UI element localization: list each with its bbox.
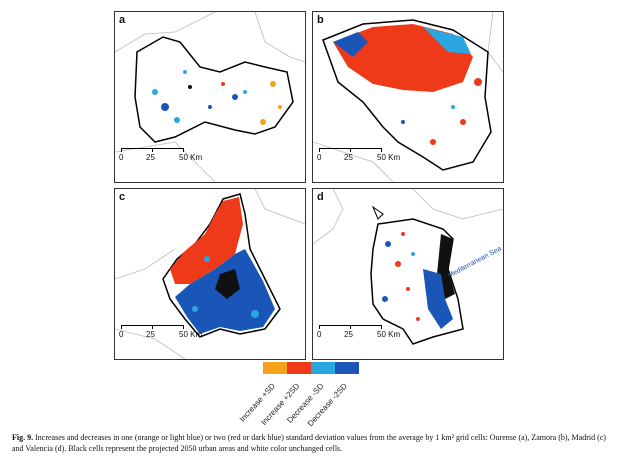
madrid-changes xyxy=(170,197,275,334)
scale-bar-c: 0 25 50 Km xyxy=(119,325,203,343)
panel-label-d: d xyxy=(317,191,324,203)
panel-label-c: c xyxy=(119,191,126,203)
map-panel-valencia: d Mediterranean Sea 0 25 50 Km xyxy=(312,188,504,360)
valencia-map xyxy=(313,189,503,345)
scale-0: 0 xyxy=(317,330,322,339)
figure-number: Fig. 9. xyxy=(12,433,34,442)
ourense-changes xyxy=(152,70,282,125)
scale-0: 0 xyxy=(317,153,322,162)
caption-text: Increases and decreases in one (orange o… xyxy=(12,433,606,453)
scale-0: 0 xyxy=(119,153,124,162)
legend-swatch-increase-sd xyxy=(263,362,287,374)
legend-swatch-decrease-2sd xyxy=(335,362,359,374)
map-panel-ourense: a 0 25 50 Km xyxy=(114,11,306,183)
panel-label-a: a xyxy=(119,14,126,26)
map-panel-madrid: c 0 25 50 Km xyxy=(114,188,306,360)
legend-swatch-increase-2sd xyxy=(287,362,311,374)
scale-bar-d: 0 25 50 Km xyxy=(317,325,401,343)
scale-bar-a: 0 25 50 Km xyxy=(119,148,203,166)
scale-50: 50 Km xyxy=(179,153,203,162)
scale-bar-b: 0 25 50 Km xyxy=(317,148,401,166)
ourense-map xyxy=(115,12,305,182)
scale-25: 25 xyxy=(344,330,353,339)
scale-50: 50 Km xyxy=(179,330,203,339)
valencia-changes xyxy=(382,232,455,329)
scale-50: 50 Km xyxy=(377,153,401,162)
figure-caption: Fig. 9. Increases and decreases in one (… xyxy=(12,432,612,454)
map-panel-zamora: b 0 25 50 Km xyxy=(312,11,504,183)
scale-25: 25 xyxy=(146,153,155,162)
zamora-changes xyxy=(333,24,482,145)
scale-25: 25 xyxy=(146,330,155,339)
zamora-map xyxy=(313,12,503,182)
scale-0: 0 xyxy=(119,330,124,339)
madrid-map xyxy=(115,189,305,359)
panel-label-b: b xyxy=(317,14,324,26)
legend-swatch-decrease-sd xyxy=(311,362,335,374)
scale-25: 25 xyxy=(344,153,353,162)
legend-swatches xyxy=(263,362,359,374)
scale-50: 50 Km xyxy=(377,330,401,339)
